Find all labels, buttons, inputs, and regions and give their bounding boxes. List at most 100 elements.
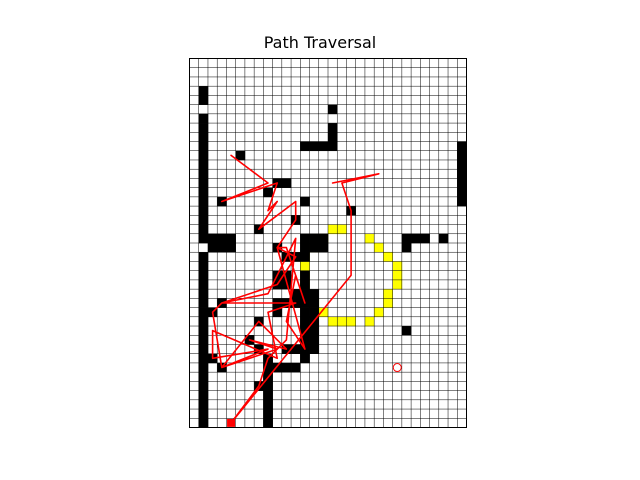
obstacle-cell <box>457 169 467 179</box>
obstacle-cell <box>318 243 329 253</box>
plot-frame <box>189 58 467 428</box>
obstacle-cell <box>198 187 209 198</box>
obstacle-cell <box>420 233 430 244</box>
goal-marker <box>392 363 402 373</box>
obstacle-cell <box>281 270 292 281</box>
obstacle-cell <box>226 233 236 244</box>
target-cell <box>392 279 403 290</box>
obstacle-cell <box>198 335 209 345</box>
obstacle-cell <box>198 132 209 142</box>
obstacle-cell <box>263 399 273 410</box>
obstacle-cell <box>217 233 227 244</box>
obstacle-cell <box>328 123 338 133</box>
obstacle-cell <box>207 243 218 253</box>
obstacle-cell <box>411 233 421 244</box>
obstacle-cell <box>309 141 320 152</box>
target-cell <box>364 233 375 244</box>
traversal-path-line <box>211 154 380 424</box>
obstacle-cell <box>291 289 301 299</box>
target-cell <box>318 307 329 318</box>
obstacle-cell <box>198 344 209 354</box>
obstacle-cell <box>198 307 209 318</box>
target-cell <box>328 316 338 327</box>
obstacle-cell <box>198 113 209 124</box>
obstacle-cell <box>235 150 246 161</box>
obstacle-cell <box>300 335 310 345</box>
obstacle-cell <box>198 390 209 401</box>
obstacle-cell <box>263 381 273 391</box>
obstacle-cell <box>263 362 273 373</box>
path-layer <box>211 154 380 424</box>
target-cell <box>346 316 356 327</box>
obstacle-cell <box>198 169 209 179</box>
obstacle-cell <box>281 362 292 373</box>
obstacle-cell <box>300 316 310 327</box>
target-cell <box>337 224 347 235</box>
obstacle-cell <box>198 353 209 364</box>
obstacle-cell <box>318 141 329 152</box>
obstacle-cell <box>198 252 209 262</box>
obstacle-cell <box>198 261 209 271</box>
obstacle-cell <box>198 381 209 391</box>
obstacle-cell <box>198 196 209 207</box>
target-cell <box>392 270 403 281</box>
obstacle-cell <box>198 123 209 133</box>
target-cell <box>392 261 403 271</box>
obstacle-cell <box>198 159 209 170</box>
obstacle-cell <box>309 307 320 318</box>
target-cell <box>364 316 375 327</box>
obstacle-cell <box>198 86 209 96</box>
obstacle-cell <box>263 418 273 428</box>
start-marker <box>227 418 236 427</box>
obstacle-cell <box>457 141 467 152</box>
obstacle-cell <box>198 150 209 161</box>
obstacle-cell <box>309 326 320 336</box>
obstacle-cell <box>328 132 338 142</box>
obstacle-cell <box>300 141 310 152</box>
obstacle-cell <box>300 279 310 290</box>
obstacle-cell <box>300 270 310 281</box>
chart-title: Path Traversal <box>263 33 377 52</box>
obstacle-cell <box>328 104 338 115</box>
obstacle-cell <box>198 206 209 216</box>
obstacle-cell <box>263 187 273 198</box>
obstacle-cell <box>309 243 320 253</box>
obstacle-cell <box>272 362 283 373</box>
gridlines-layer <box>189 58 467 428</box>
obstacle-cell <box>309 289 320 299</box>
obstacle-cell <box>457 159 467 170</box>
obstacle-cell <box>309 335 320 345</box>
obstacle-cell <box>300 307 310 318</box>
obstacle-cell <box>291 344 301 354</box>
obstacle-cell <box>457 187 467 198</box>
obstacle-cell <box>438 233 449 244</box>
obstacle-cell <box>198 233 209 244</box>
obstacle-cell <box>207 233 218 244</box>
target-cell <box>383 298 393 308</box>
obstacle-cell <box>272 307 283 318</box>
obstacle-cell <box>281 178 292 188</box>
obstacle-cell <box>198 95 209 105</box>
target-cell <box>300 261 310 271</box>
obstacle-cell <box>198 289 209 299</box>
marker-layer <box>227 363 402 427</box>
obstacle-cell <box>198 372 209 382</box>
target-cell <box>374 243 384 253</box>
obstacle-cell <box>198 399 209 410</box>
obstacle-cell <box>300 289 310 299</box>
target-cell <box>383 289 393 299</box>
obstacle-cell <box>318 233 329 244</box>
target-cell <box>328 224 338 235</box>
obstacle-cell <box>291 362 301 373</box>
obstacle-cell <box>263 409 273 419</box>
obstacle-cell <box>309 344 320 354</box>
obstacle-cell <box>457 150 467 161</box>
obstacle-cell <box>309 298 320 308</box>
obstacle-cell <box>198 224 209 235</box>
obstacle-cell <box>198 316 209 327</box>
obstacle-cell <box>401 326 412 336</box>
obstacle-cell <box>198 215 209 225</box>
obstacle-cell <box>300 252 310 262</box>
obstacle-cell <box>226 243 236 253</box>
